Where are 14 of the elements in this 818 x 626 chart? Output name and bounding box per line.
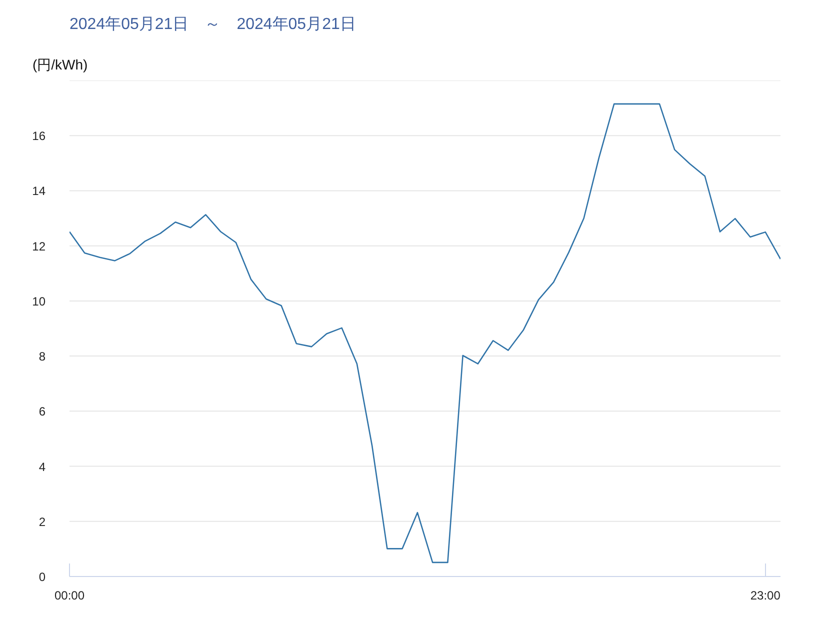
line-series	[70, 103, 780, 564]
chart-title: 2024年05月21日 ～ 2024年05月21日	[70, 16, 356, 33]
y-tick-label: 4	[38, 460, 46, 474]
y-axis-title: (円/kWh)	[32, 56, 88, 72]
y-tick-label: 12	[32, 239, 46, 254]
y-tick-label: 2	[38, 514, 46, 529]
x-tick-label: 00:00	[54, 588, 85, 602]
y-tick-label: 10	[32, 294, 46, 308]
y-tick-label: 14	[32, 184, 46, 198]
y-tick-label: 8	[38, 350, 46, 364]
y-tick-label: 6	[38, 404, 46, 419]
y-tick-label: 0	[38, 570, 46, 584]
y-tick-label: 16	[32, 129, 46, 144]
x-tick-label: 23:00	[750, 588, 781, 602]
